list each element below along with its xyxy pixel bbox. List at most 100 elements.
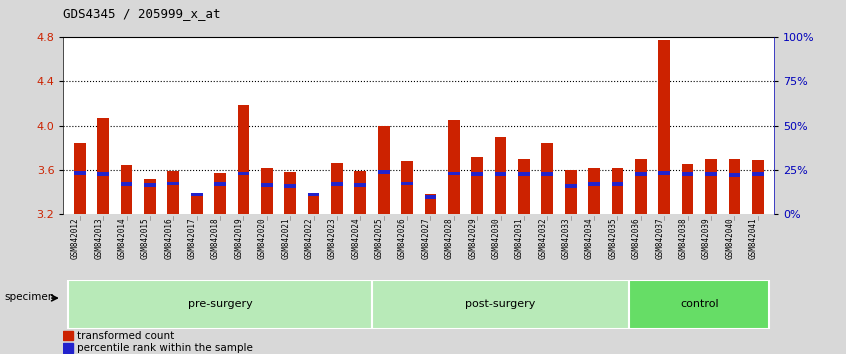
Bar [495, 137, 507, 214]
Text: GSM842022: GSM842022 [305, 217, 314, 259]
Bar [214, 182, 226, 186]
Text: percentile rank within the sample: percentile rank within the sample [77, 343, 253, 353]
Bar [144, 183, 156, 187]
Bar [121, 182, 133, 186]
Bar [728, 173, 740, 177]
Text: specimen: specimen [4, 292, 55, 302]
Text: GSM842019: GSM842019 [234, 217, 244, 259]
Bar [354, 183, 366, 187]
Text: GSM842032: GSM842032 [538, 217, 547, 259]
Bar [144, 179, 156, 214]
Text: post-surgery: post-surgery [465, 299, 536, 309]
Bar [331, 163, 343, 214]
Bar [448, 172, 459, 176]
Text: GSM842037: GSM842037 [655, 217, 664, 259]
Bar [97, 172, 109, 176]
Bar [629, 280, 769, 329]
Bar [448, 120, 459, 214]
Bar [588, 168, 600, 214]
Bar [331, 182, 343, 186]
Bar [401, 161, 413, 214]
Text: transformed count: transformed count [77, 331, 174, 341]
Bar [308, 194, 320, 214]
Bar [191, 193, 202, 196]
Bar [261, 168, 272, 214]
Bar [635, 159, 646, 214]
Text: control: control [680, 299, 718, 309]
Bar [612, 168, 624, 214]
Text: GSM842038: GSM842038 [678, 217, 688, 259]
Bar [308, 193, 320, 196]
Text: GSM842013: GSM842013 [94, 217, 103, 259]
Text: GSM842030: GSM842030 [492, 217, 501, 259]
Bar [588, 182, 600, 186]
Bar [541, 143, 553, 214]
Text: GSM842026: GSM842026 [398, 217, 407, 259]
Bar [658, 171, 670, 175]
Bar [214, 173, 226, 214]
Bar [168, 182, 179, 185]
Text: GSM842031: GSM842031 [515, 217, 524, 259]
Bar [378, 171, 389, 175]
Text: GSM842021: GSM842021 [281, 217, 290, 259]
Bar [69, 280, 372, 329]
Text: GSM842028: GSM842028 [445, 217, 453, 259]
Bar [495, 172, 507, 176]
Bar [63, 343, 73, 353]
Bar [168, 171, 179, 214]
Bar [705, 172, 717, 176]
Bar [612, 182, 624, 186]
Bar [74, 143, 85, 214]
Text: GSM842040: GSM842040 [725, 217, 734, 259]
Bar [425, 194, 437, 214]
Bar [682, 164, 694, 214]
Bar [238, 172, 250, 176]
Text: GSM842017: GSM842017 [188, 217, 196, 259]
Text: GSM842018: GSM842018 [211, 217, 220, 259]
Bar [425, 195, 437, 199]
Bar [635, 172, 646, 176]
Bar [284, 172, 296, 214]
Text: GSM842014: GSM842014 [118, 217, 127, 259]
Bar [354, 171, 366, 214]
Text: GSM842025: GSM842025 [375, 217, 384, 259]
Bar [705, 159, 717, 214]
Bar [658, 40, 670, 214]
Text: GSM842034: GSM842034 [585, 217, 594, 259]
Text: GSM842012: GSM842012 [71, 217, 80, 259]
Bar [121, 166, 133, 214]
Text: pre-surgery: pre-surgery [188, 299, 252, 309]
Bar [378, 126, 389, 214]
Text: GSM842033: GSM842033 [562, 217, 571, 259]
Bar [261, 183, 272, 187]
Text: GSM842024: GSM842024 [351, 217, 360, 259]
Bar [471, 172, 483, 176]
Text: GSM842041: GSM842041 [749, 217, 758, 259]
Bar [284, 184, 296, 188]
Bar [372, 280, 629, 329]
Bar [63, 331, 73, 341]
Bar [97, 118, 109, 214]
Text: GDS4345 / 205999_x_at: GDS4345 / 205999_x_at [63, 7, 221, 20]
Text: GSM842027: GSM842027 [421, 217, 431, 259]
Bar [74, 171, 85, 175]
Text: GSM842039: GSM842039 [702, 217, 711, 259]
Bar [565, 170, 577, 214]
Bar [518, 159, 530, 214]
Bar [401, 182, 413, 185]
Bar [541, 172, 553, 176]
Bar [682, 172, 694, 176]
Text: GSM842029: GSM842029 [468, 217, 477, 259]
Text: GSM842023: GSM842023 [328, 217, 337, 259]
Bar [752, 160, 764, 214]
Bar [518, 172, 530, 176]
Bar [728, 159, 740, 214]
Text: GSM842016: GSM842016 [164, 217, 173, 259]
Bar [471, 156, 483, 214]
Text: GSM842015: GSM842015 [141, 217, 150, 259]
Bar [565, 184, 577, 188]
Text: GSM842020: GSM842020 [258, 217, 266, 259]
Bar [238, 105, 250, 214]
Bar [752, 172, 764, 176]
Text: GSM842035: GSM842035 [608, 217, 618, 259]
